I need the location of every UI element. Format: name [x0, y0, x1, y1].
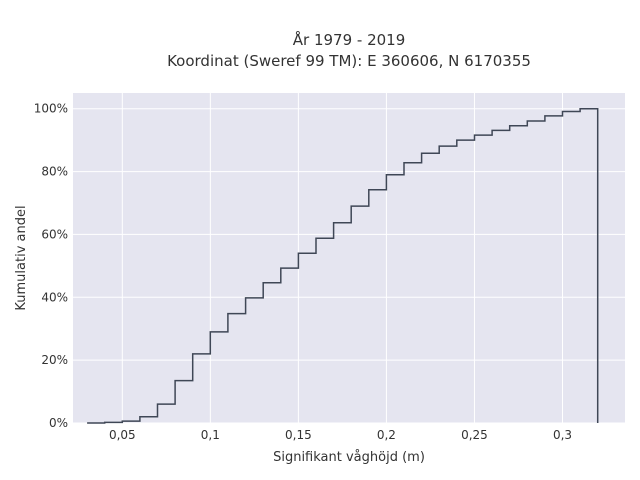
chart-title-line-1: År 1979 - 2019: [293, 30, 406, 49]
x-tick-labels: 0,05 0,1 0,15 0,2 0,25 0,3: [109, 428, 572, 442]
y-tick-label: 40%: [41, 290, 68, 304]
grid: [73, 93, 625, 424]
x-tick-label: 0,25: [461, 428, 488, 442]
x-tick-label: 0,05: [109, 428, 136, 442]
x-tick-label: 0,1: [201, 428, 220, 442]
y-tick-label: 100%: [34, 102, 68, 116]
y-tick-label: 80%: [41, 165, 68, 179]
y-tick-label: 60%: [41, 227, 68, 241]
plot-area: [73, 93, 625, 423]
x-tick-label: 0,2: [377, 428, 396, 442]
y-axis-title: Kumulativ andel: [14, 205, 29, 310]
x-tick-label: 0,15: [285, 428, 312, 442]
y-tick-label: 20%: [41, 353, 68, 367]
cumulative-step-line: [87, 107, 599, 424]
series-group: [87, 107, 599, 424]
x-axis-title: Signifikant våghöjd (m): [273, 450, 425, 465]
y-tick-labels: 0% 20% 40% 60% 80% 100%: [34, 102, 68, 430]
y-tick-label: 0%: [49, 416, 68, 430]
x-tick-label: 0,3: [553, 428, 572, 442]
chart-title-line-2: Koordinat (Sweref 99 TM): E 360606, N 61…: [167, 52, 531, 70]
